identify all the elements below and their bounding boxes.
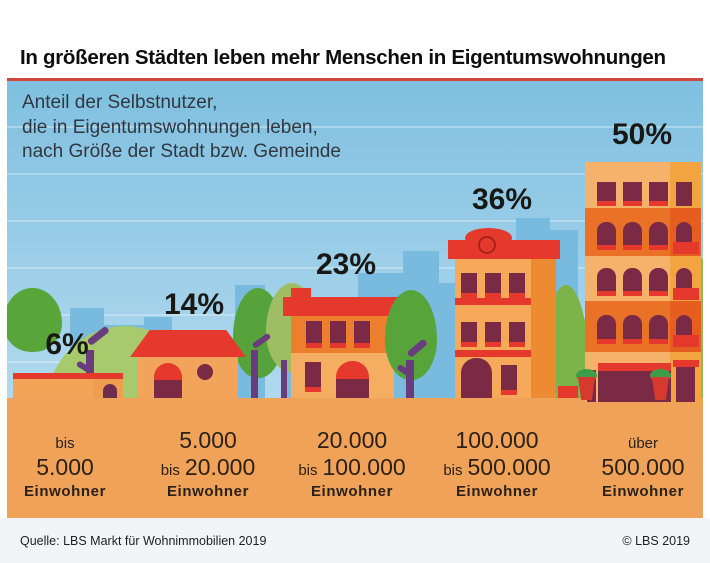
plant-pot (651, 377, 670, 400)
window (501, 365, 517, 395)
balcony (673, 335, 699, 347)
building-23pct-roof (283, 297, 401, 316)
category-text: 5.000 (36, 454, 94, 480)
building-14pct-body (138, 357, 238, 398)
tree-trunk (406, 360, 414, 398)
category-text: 500.000 (601, 454, 685, 480)
building-6pct-roofband (13, 373, 123, 379)
plant-pot (577, 377, 596, 400)
window (676, 268, 692, 288)
category-unit: Einwohner (601, 483, 685, 500)
category-text: bis (443, 462, 463, 479)
title-rule (7, 78, 703, 81)
window (676, 182, 692, 206)
tree-trunk (281, 360, 287, 398)
category-text: 500.000 (467, 454, 551, 480)
window (330, 321, 346, 348)
window (623, 182, 642, 206)
category-text: 5.000 (179, 427, 237, 453)
window (597, 182, 616, 206)
building-36pct-floorband (455, 350, 531, 357)
value-label-50pct: 50% (611, 118, 673, 151)
building-14pct-roof (130, 330, 246, 357)
category-text: bis (160, 462, 180, 479)
category-label-1: bis 5.000 Einwohner (7, 426, 140, 500)
value-label-14pct: 14% (163, 288, 225, 321)
category-text: 20.000 (184, 454, 256, 480)
category-text: bis (55, 435, 75, 452)
window (354, 321, 370, 348)
building-6pct-door (103, 384, 117, 398)
window (306, 321, 322, 348)
category-label-3: 20.000 bis 100.000 Einwohner (277, 426, 427, 501)
window (305, 362, 321, 392)
value-label-36pct: 36% (471, 183, 533, 216)
window (509, 322, 525, 347)
category-text: bis (298, 462, 318, 479)
category-label-4: 100.000 bis 500.000 Einwohner (422, 426, 572, 501)
building-14pct-round-window (197, 364, 213, 380)
page-title: In größeren Städten leben mehr Menschen … (20, 46, 666, 69)
category-text: 100.000 (455, 427, 539, 453)
window (676, 315, 692, 335)
building-50pct-sidedoor (676, 367, 695, 402)
window (597, 268, 616, 296)
building-50pct-entrance-band (598, 363, 671, 371)
category-text: über (627, 435, 659, 452)
window (623, 268, 642, 296)
category-unit: Einwohner (166, 483, 250, 500)
window (649, 182, 668, 206)
window (649, 222, 668, 250)
building-36pct-door (461, 358, 492, 398)
window (597, 315, 616, 344)
category-label-2: 5.000 bis 20.000 Einwohner (133, 426, 283, 501)
window (461, 273, 477, 298)
source-text: Quelle: LBS Markt für Wohnimmobilien 201… (20, 533, 267, 548)
value-label-6pct: 6% (45, 328, 89, 361)
subtitle-line: Anteil der Selbstnutzer, (22, 92, 218, 113)
value-label-23pct: 23% (315, 248, 377, 281)
planter-box (558, 386, 578, 398)
building-23pct-chimney (291, 288, 311, 298)
window (649, 315, 668, 344)
window (623, 222, 642, 250)
footer: Quelle: LBS Markt für Wohnimmobilien 201… (0, 518, 710, 563)
tree-canopy (7, 288, 62, 352)
balcony (673, 242, 699, 254)
category-text: 20.000 (316, 427, 388, 453)
window (676, 222, 692, 242)
ground (7, 398, 703, 518)
building-36pct-roofband (448, 240, 560, 259)
category-unit: Einwohner (23, 483, 107, 500)
building-36pct-ornament-circle (478, 236, 496, 254)
building-23pct-door (336, 361, 369, 398)
subtitle-line: die in Eigentumswohnungen leben, (22, 116, 318, 138)
window (509, 273, 525, 298)
category-label-5: über 500.000 Einwohner (568, 426, 703, 500)
chart-scene: 6% 14% 23% 36% 50% Anteil der Selbstnutz… (7, 81, 703, 518)
window (461, 322, 477, 347)
building-36pct-side (531, 259, 556, 398)
building-14pct-door (154, 363, 182, 398)
window (597, 222, 616, 250)
category-text: 100.000 (322, 454, 406, 480)
building-36pct-floorband (455, 298, 531, 305)
window (623, 315, 642, 344)
chart-subtitle: Anteil der Selbstnutzer, die in Eigentum… (22, 91, 341, 165)
building-50pct-sidedoor-band (673, 360, 699, 367)
copyright-text: © LBS 2019 (622, 533, 690, 548)
balcony (673, 288, 699, 300)
window (649, 268, 668, 296)
category-unit: Einwohner (310, 483, 394, 500)
window (485, 322, 501, 347)
tree-trunk (251, 350, 258, 398)
window (485, 273, 501, 298)
subtitle-line: nach Größe der Stadt bzw. Gemeinde (22, 141, 341, 162)
category-unit: Einwohner (455, 483, 539, 500)
